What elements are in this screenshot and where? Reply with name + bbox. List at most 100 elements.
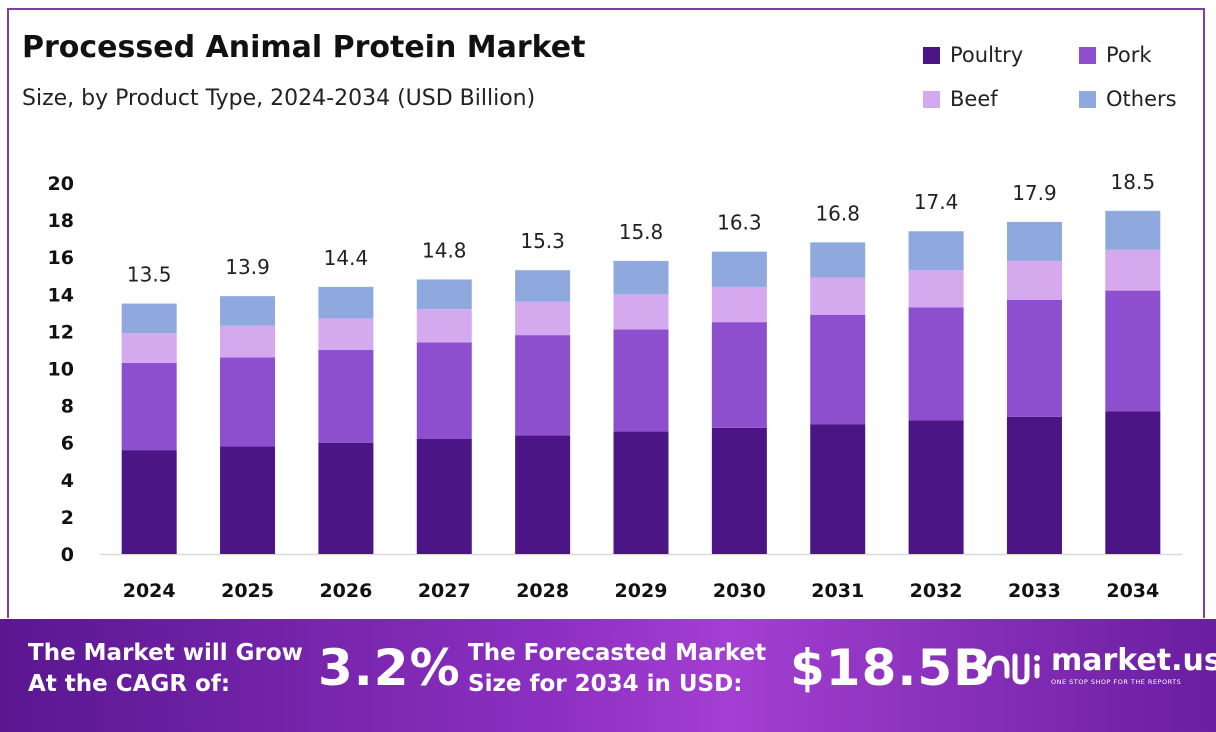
bar-pork-2034 — [1105, 290, 1161, 412]
x-tick-label-2030: 2030 — [713, 580, 766, 602]
chart-frame — [7, 8, 1205, 618]
x-tick-label-2028: 2028 — [516, 580, 569, 602]
x-tick-label-2024: 2024 — [123, 580, 176, 602]
bar-pork-2024 — [121, 362, 177, 451]
bar-poultry-2029 — [613, 431, 669, 554]
bar-beef-2025 — [220, 325, 276, 358]
footer-banner: The Market will Grow At the CAGR of: 3.2… — [0, 619, 1216, 732]
bar-beef-2034 — [1105, 249, 1161, 291]
legend-label-beef: Beef — [950, 87, 998, 111]
forecast-label-line1: The Forecasted Market — [468, 640, 767, 666]
total-label-2034: 18.5 — [1111, 170, 1156, 194]
bar-pork-2031 — [810, 314, 866, 425]
y-tick-label-6: 6 — [61, 433, 74, 455]
forecast-label-line2: Size for 2034 in USD: — [468, 671, 743, 697]
bar-poultry-2027 — [416, 438, 472, 554]
bar-beef-2027 — [416, 309, 472, 343]
bar-beef-2028 — [515, 301, 571, 336]
bar-others-2026 — [318, 286, 374, 319]
y-tick-label-0: 0 — [61, 544, 74, 566]
bar-pork-2033 — [1006, 299, 1062, 417]
x-tick-label-2034: 2034 — [1106, 580, 1159, 602]
bar-poultry-2033 — [1006, 416, 1062, 554]
total-label-2032: 17.4 — [914, 190, 959, 214]
y-tick-label-4: 4 — [61, 470, 74, 492]
total-label-2029: 15.8 — [619, 220, 664, 244]
legend-label-poultry: Poultry — [950, 43, 1024, 67]
y-tick-label-10: 10 — [48, 359, 74, 381]
bar-others-2028 — [515, 270, 571, 302]
bar-poultry-2032 — [908, 420, 964, 554]
cagr-value: 3.2% — [318, 639, 461, 697]
total-label-2031: 16.8 — [815, 201, 860, 225]
total-label-2027: 14.8 — [422, 238, 467, 262]
legend-swatch-others — [1079, 90, 1096, 108]
y-tick-label-2: 2 — [61, 507, 74, 529]
x-tick-label-2029: 2029 — [615, 580, 668, 602]
stacked-bar-chart: 0 2 4 6 8 10 12 14 16 18 20 13.5 2024 13.9 2025 14.4 202… — [48, 170, 1182, 602]
bar-pork-2027 — [416, 342, 472, 439]
bar-beef-2031 — [810, 277, 866, 315]
bar-pork-2030 — [711, 322, 767, 428]
y-tick-label-16: 16 — [48, 247, 74, 269]
legend-item-beef: Beef — [923, 87, 998, 111]
bar-others-2032 — [908, 231, 964, 271]
x-tick-label-2026: 2026 — [319, 580, 372, 602]
x-tick-label-2027: 2027 — [418, 580, 471, 602]
cagr-label-line2: At the CAGR of: — [28, 671, 231, 697]
bar-pork-2026 — [318, 349, 374, 443]
y-tick-label-20: 20 — [48, 173, 74, 195]
total-label-2030: 16.3 — [717, 211, 762, 235]
total-label-2033: 17.9 — [1012, 181, 1057, 205]
brand-name: market.us — [1051, 643, 1216, 678]
bar-poultry-2025 — [220, 446, 276, 554]
brand-tagline: ONE STOP SHOP FOR THE REPORTS — [1051, 678, 1182, 686]
y-tick-label-12: 12 — [48, 321, 74, 343]
bar-poultry-2026 — [318, 442, 374, 554]
total-label-2025: 13.9 — [225, 255, 270, 279]
bar-beef-2024 — [121, 333, 177, 363]
total-label-2024: 13.5 — [127, 263, 172, 287]
bar-others-2024 — [121, 303, 177, 334]
bar-poultry-2028 — [515, 435, 571, 554]
bar-poultry-2034 — [1105, 411, 1161, 554]
total-label-2028: 15.3 — [520, 229, 565, 253]
bar-beef-2026 — [318, 318, 374, 350]
legend-item-poultry: Poultry — [923, 43, 1023, 67]
bar-beef-2030 — [711, 286, 767, 323]
bar-others-2030 — [711, 251, 767, 287]
bar-others-2029 — [613, 260, 669, 295]
x-tick-label-2025: 2025 — [221, 580, 274, 602]
bar-beef-2029 — [613, 294, 669, 330]
legend-item-others: Others — [1079, 87, 1177, 111]
y-tick-label-14: 14 — [48, 284, 74, 306]
bar-poultry-2030 — [711, 427, 767, 554]
market-us-logo-icon — [986, 653, 1040, 685]
bar-pork-2028 — [515, 335, 571, 436]
legend-swatch-beef — [923, 90, 940, 108]
legend-item-pork: Pork — [1079, 43, 1152, 67]
chart-title: Processed Animal Protein Market — [22, 30, 586, 65]
brand-text: market.us ONE STOP SHOP FOR THE REPORTS — [1051, 643, 1216, 687]
bar-poultry-2031 — [810, 424, 866, 554]
legend-swatch-poultry — [923, 46, 940, 64]
legend-label-others: Others — [1106, 87, 1177, 111]
chart-subtitle: Size, by Product Type, 2024-2034 (USD Bi… — [22, 86, 536, 111]
x-tick-label-2031: 2031 — [811, 580, 864, 602]
legend-label-pork: Pork — [1106, 43, 1152, 67]
bar-pork-2029 — [613, 329, 669, 432]
y-tick-label-8: 8 — [61, 396, 74, 418]
bar-others-2033 — [1006, 221, 1062, 261]
legend-swatch-pork — [1079, 46, 1096, 64]
bar-pork-2032 — [908, 307, 964, 421]
bar-others-2025 — [220, 296, 276, 326]
forecast-label: The Forecasted Market Size for 2034 in U… — [468, 638, 766, 700]
brand-logo: market.us ONE STOP SHOP FOR THE REPORTS — [985, 646, 1216, 686]
bar-others-2027 — [416, 279, 472, 310]
cagr-label: The Market will Grow At the CAGR of: — [28, 638, 303, 700]
bar-poultry-2024 — [121, 450, 177, 554]
forecast-value: $18.5B — [790, 639, 993, 697]
total-label-2026: 14.4 — [324, 246, 369, 270]
cagr-label-line1: The Market will Grow — [28, 640, 303, 666]
bar-others-2031 — [810, 242, 866, 278]
